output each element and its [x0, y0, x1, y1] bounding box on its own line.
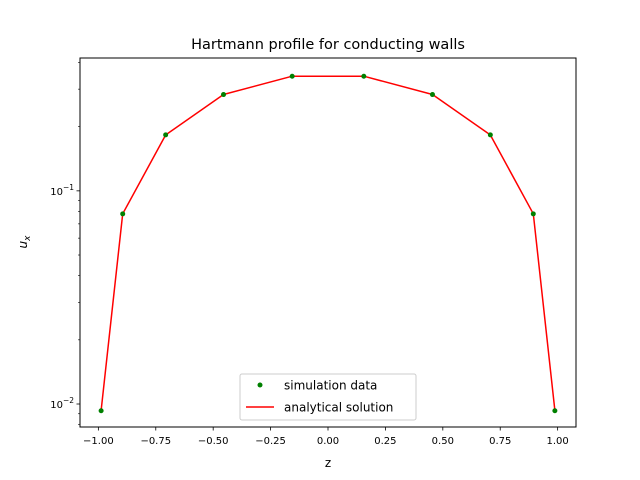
x-tick-label: −1.00	[83, 436, 114, 447]
data-point-simulation	[429, 92, 435, 98]
data-point-simulation	[552, 408, 558, 414]
legend: simulation data analytical solution	[239, 373, 417, 421]
y-tick-label-exponent: −1	[63, 183, 74, 192]
ticks-layer: −1.00 −0.75 −0.50 −0.25 0.00 0.25 0.50 0.75 1.00…	[50, 62, 569, 447]
legend-label-analytical-solution: analytical solution	[284, 401, 393, 415]
series-line-analytical-solution	[100, 75, 556, 411]
x-tick-label: −0.75	[140, 436, 171, 447]
legend-box	[239, 373, 417, 421]
plot-area	[98, 73, 558, 414]
legend-marker-simulation-data	[257, 382, 263, 388]
x-axis-label: z	[325, 456, 331, 470]
legend-label-simulation-data: simulation data	[284, 379, 377, 393]
y-tick-label-base: 10	[50, 187, 63, 198]
axes-frame	[79, 57, 577, 428]
y-axis-label-subscript: x	[23, 235, 33, 242]
x-tick-label: 1.00	[546, 436, 568, 447]
x-tick-label: 0.25	[374, 436, 396, 447]
data-point-simulation	[221, 92, 227, 98]
data-point-simulation	[120, 211, 126, 217]
y-tick-label-base: 10	[50, 400, 63, 411]
y-tick-label: 10−2	[50, 396, 74, 411]
x-tick-label: −0.25	[255, 436, 286, 447]
y-tick-label-exponent: −2	[63, 396, 74, 405]
y-axis-label: ux	[16, 235, 33, 249]
data-point-simulation	[361, 73, 367, 79]
x-tick-label: 0.75	[489, 436, 511, 447]
x-tick-label: 0.00	[317, 436, 339, 447]
x-tick-label: 0.50	[432, 436, 454, 447]
data-point-simulation	[163, 132, 169, 138]
data-point-simulation	[530, 211, 536, 217]
data-point-simulation	[98, 408, 104, 414]
y-axis-label-base: u	[16, 240, 30, 248]
data-point-simulation	[487, 132, 493, 138]
x-tick-label: −0.50	[198, 436, 229, 447]
data-point-simulation	[289, 73, 295, 79]
y-tick-label: 10−1	[50, 183, 74, 198]
chart-title: Hartmann profile for conducting walls	[191, 37, 465, 53]
